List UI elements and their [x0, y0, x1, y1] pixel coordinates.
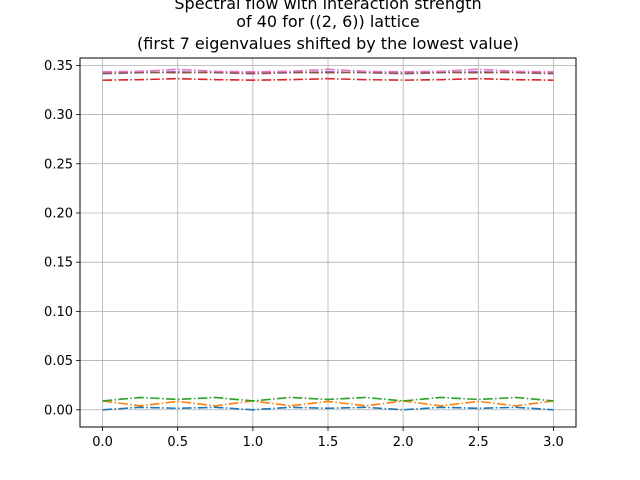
- series-line-4: [102, 77, 554, 81]
- series-line-2: [102, 400, 554, 407]
- x-tick-label: 3.0: [543, 435, 564, 450]
- series-line-3: [102, 396, 554, 402]
- x-tick-label: 0.0: [92, 435, 113, 450]
- y-tick-label: 0.15: [44, 256, 73, 271]
- y-axis: 0.00 0.05 0.10 0.15 0.20 0.25 0.30 0.35: [44, 59, 80, 418]
- chart-title-line-2: of 40 for ((2, 6)) lattice: [236, 12, 420, 31]
- series-lines: [102, 68, 554, 411]
- grid: [80, 58, 576, 427]
- y-tick-label: 0.05: [44, 354, 73, 369]
- chart-title-line-3: (first 7 eigenvalues shifted by the lowe…: [137, 34, 519, 53]
- series-line-5: [102, 70, 554, 75]
- chart-title: Spectral flow with interaction strength …: [137, 0, 519, 53]
- series-line-1: [102, 406, 554, 411]
- series-line-6: [102, 71, 554, 75]
- x-tick-label: 0.5: [167, 435, 188, 450]
- y-tick-label: 0.30: [44, 108, 73, 123]
- y-tick-label: 0.35: [44, 59, 73, 74]
- y-tick-label: 0.25: [44, 157, 73, 172]
- y-tick-label: 0.10: [44, 305, 73, 320]
- y-tick-label: 0.20: [44, 206, 73, 221]
- x-axis: 0.0 0.5 1.0 1.5 2.0 2.5 3.0: [92, 427, 564, 450]
- y-tick-label: 0.00: [44, 403, 73, 418]
- chart-title-line-1: Spectral flow with interaction strength: [174, 0, 481, 13]
- x-tick-label: 1.0: [243, 435, 264, 450]
- series-line-7: [102, 68, 554, 73]
- x-tick-label: 1.5: [318, 435, 339, 450]
- x-tick-label: 2.0: [393, 435, 414, 450]
- x-tick-label: 2.5: [468, 435, 489, 450]
